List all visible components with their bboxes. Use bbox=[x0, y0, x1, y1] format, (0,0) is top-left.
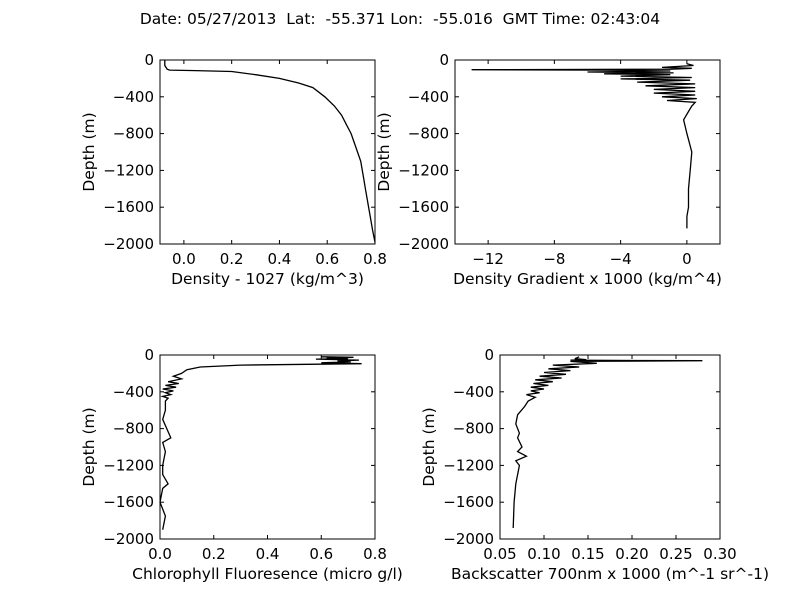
x-tick-label: 0.8 bbox=[363, 250, 387, 268]
subplot-2: −12 −8 −4 00−400−800−1200−1600−2000Density … bbox=[375, 51, 722, 288]
y-axis-label: Depth (m) bbox=[80, 112, 98, 191]
x-tick-label: 0.4 bbox=[256, 545, 280, 563]
y-tick-label: −800 bbox=[113, 125, 154, 143]
series-line bbox=[164, 60, 376, 243]
subplot-1: 0.0 0.2 0.4 0.6 0.8 0 −400 −800 −1200 −1600 −2000 D… bbox=[80, 51, 387, 288]
y-tick-label: −1600 bbox=[443, 493, 494, 511]
x-tick-label: −8 bbox=[543, 250, 565, 268]
y-tick-label: −800 bbox=[113, 420, 154, 438]
y-tick-label: −1200 bbox=[103, 161, 154, 179]
x-axis-label: Backscatter 700nm x 1000 (m^-1 sr^-1) bbox=[451, 565, 769, 583]
y-axis-label: Depth (m) bbox=[375, 112, 393, 191]
y-tick-label: −1600 bbox=[103, 493, 154, 511]
x-axis-label: Density - 1027 (kg/m^3) bbox=[171, 270, 364, 288]
y-tick-label: 0 bbox=[144, 51, 154, 69]
y-tick-label: 0 bbox=[439, 51, 449, 69]
x-tick-label: 0.6 bbox=[309, 545, 333, 563]
figure-title: Date: 05/27/2013 Lat: -55.371 Lon: -55.0… bbox=[139, 10, 661, 28]
axes-frame bbox=[499, 354, 721, 540]
y-tick-label: −1600 bbox=[398, 198, 449, 216]
y-tick-label: −1200 bbox=[443, 456, 494, 474]
y-tick-label: −800 bbox=[453, 420, 494, 438]
x-tick-label: 0.6 bbox=[315, 250, 339, 268]
subplot-3: 0.0 0.2 0.4 0.6 0.8 0 −400 −800 −1200 −1600 −2000 C… bbox=[80, 346, 403, 583]
y-axis-label: Depth (m) bbox=[80, 407, 98, 486]
y-tick-label: −2000 bbox=[103, 235, 154, 253]
x-tick-label: 0.8 bbox=[363, 545, 387, 563]
series-line bbox=[512, 356, 703, 529]
x-tick-label: 0.0 bbox=[172, 250, 196, 268]
x-tick-label: −4 bbox=[610, 250, 632, 268]
x-tick-label: 0.10 bbox=[527, 545, 560, 563]
series-line bbox=[159, 356, 362, 530]
y-tick-label: −400 bbox=[113, 383, 154, 401]
y-tick-label: −2000 bbox=[398, 235, 449, 253]
x-tick-label: 0.20 bbox=[615, 545, 648, 563]
axes-frame bbox=[159, 354, 376, 540]
x-tick-label: 0.2 bbox=[220, 250, 244, 268]
x-tick-label: 0.0 bbox=[148, 545, 172, 563]
axes-frame bbox=[454, 59, 721, 245]
y-tick-label: −2000 bbox=[103, 530, 154, 548]
x-tick-label: 0 bbox=[682, 250, 692, 268]
y-tick-label: −400 bbox=[113, 88, 154, 106]
y-tick-label: −800 bbox=[408, 125, 449, 143]
y-tick-label: −2000 bbox=[443, 530, 494, 548]
y-tick-label: −400 bbox=[408, 88, 449, 106]
series-line bbox=[471, 63, 697, 229]
x-tick-label: 0.4 bbox=[268, 250, 292, 268]
axes-frame bbox=[159, 59, 376, 245]
y-tick-label: −1600 bbox=[103, 198, 154, 216]
x-tick-label: 0.30 bbox=[703, 545, 736, 563]
x-tick-label: 0.15 bbox=[571, 545, 604, 563]
x-tick-label: 0.25 bbox=[659, 545, 692, 563]
y-tick-label: −1200 bbox=[103, 456, 154, 474]
x-tick-label: −12 bbox=[472, 250, 504, 268]
x-tick-label: 0.2 bbox=[202, 545, 226, 563]
x-axis-label: Chlorophyll Fluoresence (micro g/l) bbox=[132, 565, 403, 583]
y-tick-label: −1200 bbox=[398, 161, 449, 179]
y-tick-label: −400 bbox=[453, 383, 494, 401]
y-axis-label: Depth (m) bbox=[420, 407, 438, 486]
y-tick-label: 0 bbox=[144, 346, 154, 364]
x-tick-label: 0.05 bbox=[483, 545, 516, 563]
y-tick-label: 0 bbox=[484, 346, 494, 364]
subplot-4: 0.05 0.10 0.15 0.20 0.25 0.30 0 −400 −800 −1200 −1… bbox=[420, 346, 769, 583]
x-axis-label: Density Gradient x 1000 (kg/m^4) bbox=[453, 270, 722, 288]
